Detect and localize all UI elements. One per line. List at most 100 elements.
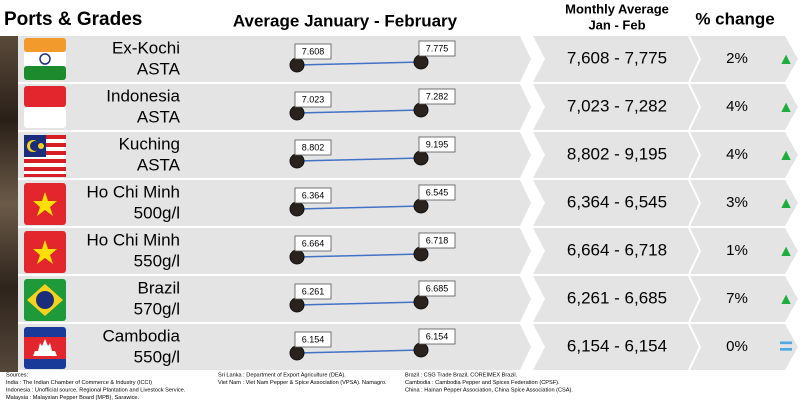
value-label: 7.282 bbox=[426, 91, 449, 101]
source-line: Sri Lanka : Department of Export Agricul… bbox=[218, 372, 346, 378]
pepper-dot bbox=[289, 297, 305, 313]
row-name: Ex-Kochi bbox=[112, 38, 180, 57]
pct: 4% bbox=[726, 98, 748, 115]
pepper-dot bbox=[413, 342, 429, 358]
range: 6,664 - 6,718 bbox=[567, 240, 667, 259]
separator bbox=[688, 35, 701, 60]
flag-indonesia bbox=[24, 86, 66, 128]
range: 6,154 - 6,154 bbox=[567, 336, 667, 355]
value-box bbox=[418, 280, 456, 297]
indicator: ▲ bbox=[778, 147, 794, 164]
row-panel bbox=[18, 324, 531, 370]
header-title: Ports & Grades bbox=[4, 9, 142, 30]
flag-brazil bbox=[24, 279, 66, 321]
value-box bbox=[294, 331, 332, 348]
row-grade: 550g/l bbox=[134, 347, 180, 366]
value-label: 6.664 bbox=[302, 238, 325, 248]
row-grade: 550g/l bbox=[134, 251, 180, 270]
value-box bbox=[418, 136, 456, 153]
pepper-dot bbox=[413, 54, 429, 70]
separator bbox=[688, 346, 701, 371]
value-panel bbox=[533, 132, 798, 178]
value-label: 6.545 bbox=[426, 187, 449, 197]
source-line: Indonesia : Unofficial source, Regional … bbox=[6, 387, 186, 393]
flag-malaysia bbox=[24, 135, 66, 177]
value-label: 6.364 bbox=[302, 190, 325, 200]
header-monthly: Monthly Average bbox=[565, 1, 669, 16]
separator bbox=[688, 275, 701, 300]
row-grade: 570g/l bbox=[134, 299, 180, 318]
value-box bbox=[294, 283, 332, 300]
flags bbox=[24, 38, 66, 369]
pepper-dot bbox=[413, 198, 429, 214]
value-box bbox=[294, 91, 332, 108]
value-label: 7.775 bbox=[426, 43, 449, 53]
value-panel bbox=[533, 228, 798, 274]
row-panel bbox=[18, 180, 531, 226]
source-line: India : The Indian Chamber of Commerce &… bbox=[6, 380, 152, 386]
pct: 1% bbox=[726, 242, 748, 259]
row-panel bbox=[18, 36, 531, 82]
value-panel bbox=[533, 324, 798, 370]
row-name: Indonesia bbox=[106, 86, 180, 105]
row-panel bbox=[18, 228, 531, 274]
flag-cambodia bbox=[24, 327, 66, 369]
indicator: ▲ bbox=[778, 291, 794, 308]
value-box bbox=[418, 328, 456, 345]
value-box bbox=[294, 235, 332, 252]
value-panel bbox=[533, 180, 798, 226]
range: 8,802 - 9,195 bbox=[567, 144, 667, 163]
range: 7,023 - 7,282 bbox=[567, 96, 667, 115]
sources: Sources: India : The Indian Chamber of Co… bbox=[6, 372, 573, 401]
value-label: 6.154 bbox=[302, 334, 325, 344]
separator bbox=[688, 106, 701, 131]
row-name: Kuching bbox=[119, 134, 180, 153]
value-label: 6.154 bbox=[426, 331, 449, 341]
value-box bbox=[418, 88, 456, 105]
row-name: Cambodia bbox=[103, 326, 181, 345]
pct: 2% bbox=[726, 50, 748, 67]
indicator: ▲ bbox=[778, 243, 794, 260]
value-label: 6.685 bbox=[426, 283, 449, 293]
header-middle: Average January - February bbox=[233, 11, 458, 30]
value-box bbox=[418, 184, 456, 201]
header-change: % change bbox=[695, 9, 774, 28]
indicator: ▲ bbox=[778, 51, 794, 68]
slope-line bbox=[296, 349, 422, 354]
value-box bbox=[418, 40, 456, 57]
flag-india bbox=[24, 38, 66, 80]
indicator: ▲ bbox=[778, 195, 794, 212]
value-panel bbox=[533, 36, 798, 82]
indicator: = bbox=[779, 333, 793, 360]
row-grade: ASTA bbox=[137, 107, 181, 126]
pepper-dot bbox=[289, 57, 305, 73]
value-label: 7.023 bbox=[302, 94, 325, 104]
row-name: Ho Chi Minh bbox=[86, 182, 180, 201]
value-label: 9.195 bbox=[426, 139, 449, 149]
value-box bbox=[418, 232, 456, 249]
row-name: Ho Chi Minh bbox=[86, 230, 180, 249]
flag-vietnam bbox=[24, 183, 66, 225]
row-panel bbox=[18, 84, 531, 130]
pepper-strip bbox=[0, 36, 18, 372]
separator bbox=[688, 154, 701, 179]
separator bbox=[688, 58, 701, 83]
separator bbox=[688, 323, 701, 348]
range: 7,608 - 7,775 bbox=[567, 48, 667, 67]
range: 6,261 - 6,685 bbox=[567, 288, 667, 307]
pepper-dot bbox=[289, 105, 305, 121]
slope-line bbox=[296, 253, 422, 258]
source-line: Malaysia : Malaysian Pepper Board (MPB),… bbox=[6, 395, 140, 401]
separator bbox=[688, 131, 701, 156]
row-name: Brazil bbox=[137, 278, 180, 297]
slope-line bbox=[296, 205, 422, 210]
separator bbox=[688, 83, 701, 108]
source-line: Cambodia : Cambodia Pepper and Spices Fe… bbox=[405, 380, 560, 386]
slope-line bbox=[296, 157, 422, 162]
value-box bbox=[294, 187, 332, 204]
indicator: ▲ bbox=[778, 99, 794, 116]
slope-line bbox=[296, 61, 422, 66]
row-grade: ASTA bbox=[137, 155, 181, 174]
pepper-dot bbox=[413, 294, 429, 310]
row-panel bbox=[18, 132, 531, 178]
